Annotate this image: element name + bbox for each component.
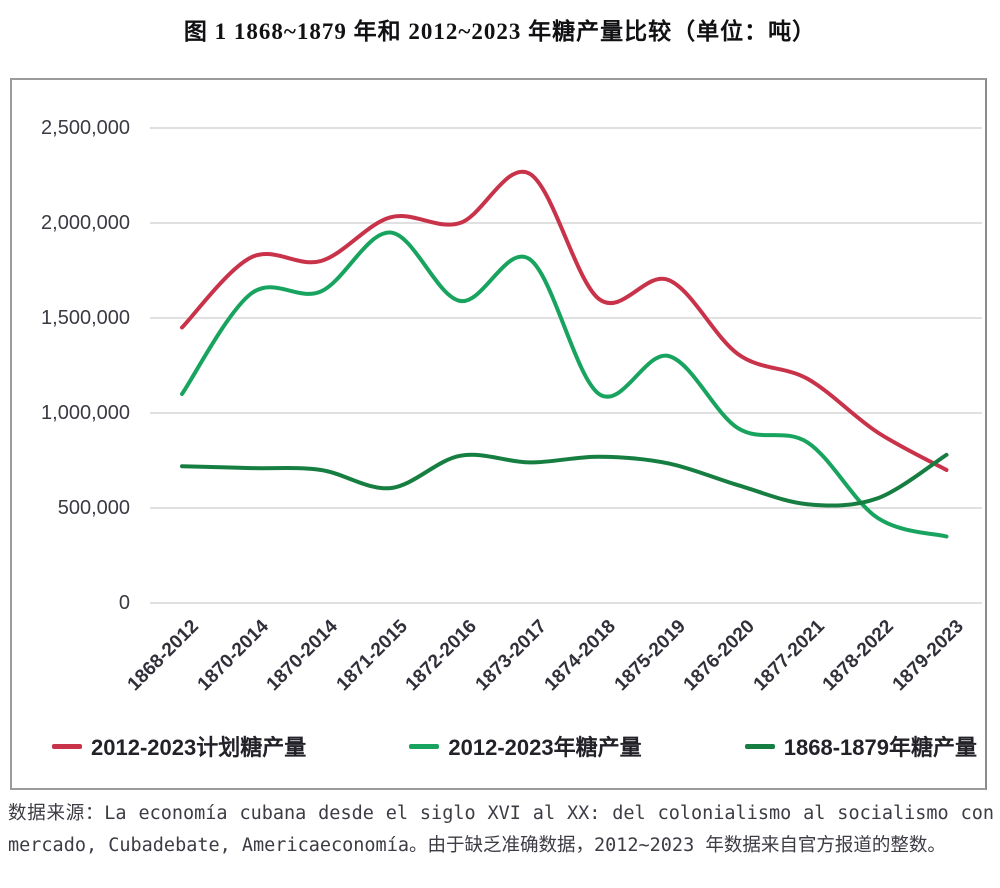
- legend-label: 2012-2023计划糖产量: [91, 735, 307, 760]
- series-line-0: [180, 169, 949, 472]
- legend-item-0: 2012-2023计划糖产量: [52, 730, 306, 762]
- legend-swatch-icon: [409, 743, 440, 749]
- legend-item-2: 1868-1879年糖产量: [744, 730, 977, 762]
- chart-legend: 2012-2023计划糖产量 2012-2023年糖产量 1868-1879年糖产量: [52, 730, 977, 762]
- page-title: 图 1 1868~1879 年和 2012~2023 年糖产量比较（单位：吨）: [183, 19, 817, 44]
- legend-label: 2012-2023年糖产量: [448, 735, 642, 760]
- y-tick-label: 1,500,000: [41, 307, 130, 329]
- legend-swatch-icon: [52, 743, 82, 749]
- y-tick-label: 2,500,000: [41, 117, 130, 139]
- series-line-2: [180, 452, 949, 508]
- y-tick-label: 500,000: [57, 497, 130, 519]
- legend-item-1: 2012-2023年糖产量: [409, 730, 642, 762]
- y-tick-label: 1,000,000: [41, 402, 130, 424]
- y-tick-label: 2,000,000: [41, 212, 130, 234]
- series-line-1: [180, 230, 949, 539]
- line-chart: [150, 127, 982, 604]
- y-tick-label: 0: [118, 592, 130, 614]
- legend-swatch-icon: [744, 743, 775, 749]
- source-note: 数据来源：La economía cubana desde el siglo X…: [8, 803, 994, 856]
- chart-panel: 0 500,000 1,000,000 1,500,000 2,000,000 2,500…: [10, 78, 987, 790]
- legend-label: 1868-1879年糖产量: [783, 735, 977, 760]
